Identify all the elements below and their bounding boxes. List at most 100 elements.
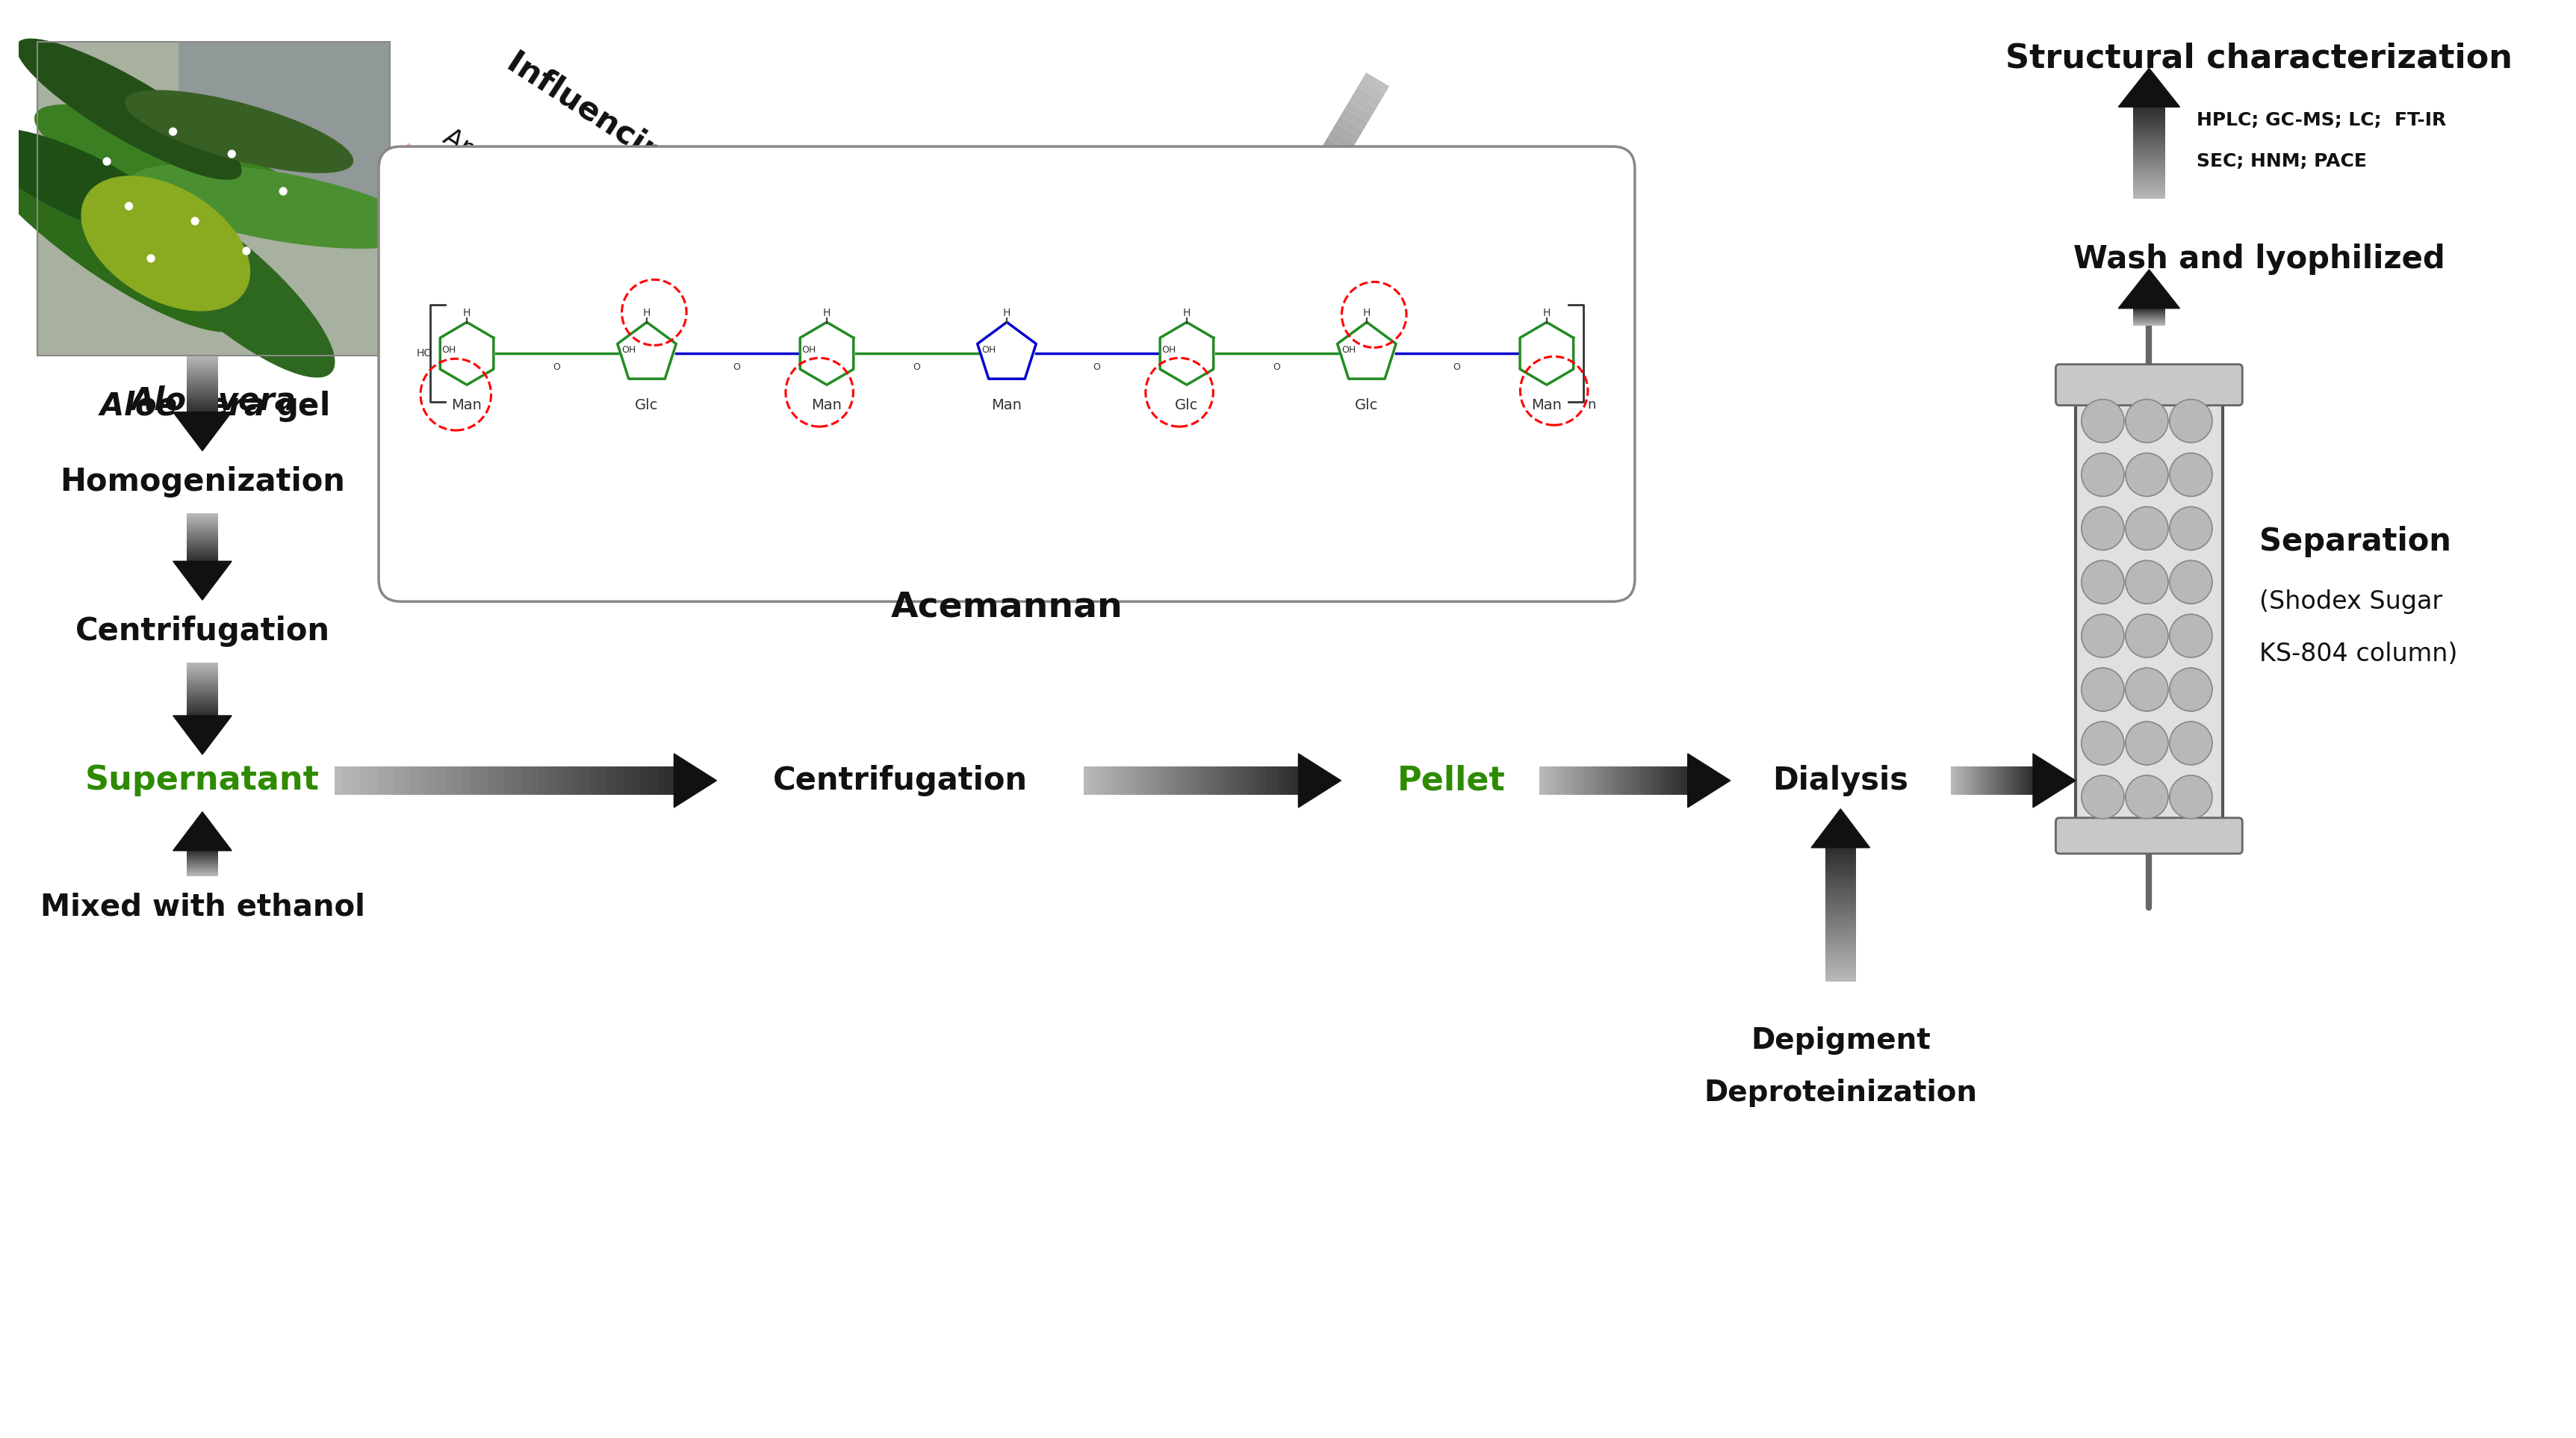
Text: Pellet: Pellet: [1396, 765, 1504, 797]
Ellipse shape: [36, 105, 325, 233]
Bar: [1672, 766, 1677, 795]
Bar: [1826, 861, 1855, 864]
Bar: [1115, 766, 1121, 795]
Bar: [350, 766, 361, 795]
Bar: [1574, 766, 1577, 795]
Bar: [36, 42, 389, 355]
Bar: [1195, 766, 1203, 795]
Bar: [1090, 766, 1095, 795]
Bar: [1288, 766, 1293, 795]
Bar: [1095, 766, 1100, 795]
Bar: [531, 766, 538, 795]
Bar: [487, 766, 495, 795]
Ellipse shape: [113, 184, 335, 377]
Text: O: O: [912, 362, 920, 372]
Bar: [649, 766, 657, 795]
Bar: [1105, 766, 1110, 795]
Bar: [2133, 167, 2166, 168]
Bar: [1149, 766, 1154, 795]
Bar: [335, 766, 343, 795]
Text: H: H: [1543, 308, 1551, 318]
Bar: [1587, 766, 1592, 795]
Bar: [2133, 155, 2166, 157]
Polygon shape: [618, 322, 675, 378]
Circle shape: [147, 255, 155, 262]
Bar: [1566, 766, 1569, 795]
Bar: [2133, 135, 2166, 137]
Text: Glc: Glc: [636, 398, 659, 413]
Bar: [1638, 766, 1643, 795]
Circle shape: [2169, 722, 2213, 765]
Circle shape: [103, 158, 111, 165]
Circle shape: [2169, 561, 2213, 604]
Bar: [1546, 766, 1551, 795]
Circle shape: [2081, 400, 2125, 443]
Bar: [590, 766, 598, 795]
Bar: [1553, 766, 1558, 795]
Text: HO: HO: [417, 348, 433, 358]
Polygon shape: [2117, 269, 2179, 308]
Bar: [1826, 897, 1855, 902]
Circle shape: [2169, 453, 2213, 496]
Bar: [1170, 766, 1175, 795]
Bar: [1826, 965, 1855, 969]
Bar: [1126, 766, 1133, 795]
Text: Man: Man: [992, 398, 1023, 413]
Bar: [2133, 109, 2166, 112]
Circle shape: [2125, 561, 2169, 604]
Bar: [564, 766, 572, 795]
Text: Man: Man: [811, 398, 842, 413]
Text: H: H: [644, 308, 652, 318]
Bar: [598, 766, 605, 795]
Bar: [1110, 766, 1115, 795]
Bar: [1605, 766, 1610, 795]
Bar: [1826, 902, 1855, 905]
Bar: [495, 766, 505, 795]
Bar: [1826, 887, 1855, 892]
Bar: [616, 766, 623, 795]
Bar: [2133, 183, 2166, 186]
Text: n: n: [1587, 398, 1595, 411]
Text: Deproteinization: Deproteinization: [1703, 1078, 1978, 1107]
Bar: [1584, 766, 1587, 795]
Bar: [2133, 124, 2166, 125]
Bar: [428, 766, 435, 795]
Bar: [1826, 959, 1855, 962]
Bar: [1669, 766, 1672, 795]
Bar: [2133, 152, 2166, 155]
Bar: [1826, 969, 1855, 972]
Bar: [1610, 766, 1613, 795]
Bar: [546, 766, 556, 795]
Text: H: H: [822, 308, 829, 318]
Text: Centrifugation: Centrifugation: [75, 615, 330, 647]
Bar: [1826, 867, 1855, 871]
Bar: [376, 766, 386, 795]
Bar: [1826, 939, 1855, 942]
Polygon shape: [1687, 754, 1731, 808]
Bar: [1826, 972, 1855, 975]
Bar: [1826, 912, 1855, 915]
Bar: [1826, 847, 1855, 851]
Circle shape: [2125, 400, 2169, 443]
Bar: [513, 766, 520, 795]
Bar: [1826, 874, 1855, 877]
Bar: [1620, 766, 1625, 795]
Bar: [2133, 132, 2166, 135]
Bar: [453, 766, 461, 795]
Circle shape: [2169, 400, 2213, 443]
Text: OH: OH: [440, 345, 456, 355]
Bar: [2133, 116, 2166, 118]
Text: (Shodex Sugar: (Shodex Sugar: [2259, 590, 2442, 614]
Bar: [2133, 139, 2166, 141]
Text: O: O: [1273, 362, 1280, 372]
Bar: [1613, 766, 1618, 795]
Circle shape: [229, 150, 234, 158]
Circle shape: [2169, 775, 2213, 818]
Ellipse shape: [126, 91, 353, 173]
Bar: [2133, 187, 2166, 190]
Bar: [2133, 114, 2166, 116]
Bar: [2133, 148, 2166, 151]
Text: Man: Man: [1530, 398, 1561, 413]
Bar: [471, 766, 479, 795]
Bar: [2133, 157, 2166, 160]
